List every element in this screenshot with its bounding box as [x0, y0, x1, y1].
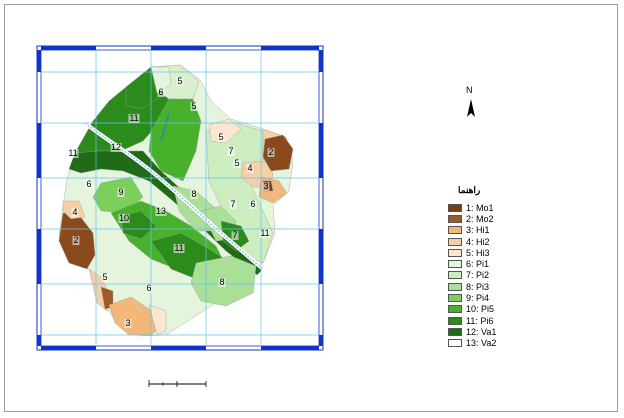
- legend-item: 3: Hi1: [448, 225, 528, 236]
- map-frame: 6 5 5 11 5 7 5 2 11 12 4 3 6 9 8 7 6 4 10 13 11 7 2 11 5 6 8 3 N را…: [4, 4, 618, 412]
- unit-label: 11: [68, 148, 77, 158]
- legend-swatch: [448, 248, 462, 257]
- unit-label: 12: [111, 142, 121, 152]
- unit-label: 6: [158, 87, 163, 97]
- unit-label: 10: [119, 213, 129, 223]
- legend-label: 12: Va1: [466, 326, 497, 337]
- legend-label: 8: Pi3: [466, 281, 490, 292]
- legend-swatch: [448, 282, 462, 291]
- graticule: [41, 50, 319, 346]
- legend-swatch: [448, 260, 462, 269]
- legend-item: 1: Mo1: [448, 202, 528, 213]
- north-letter: N: [466, 85, 473, 95]
- legend-item: 2: Mo2: [448, 213, 528, 224]
- legend-item: 11: Pi6: [448, 315, 528, 326]
- legend-swatch: [448, 327, 462, 336]
- legend-item: 10: Pi5: [448, 304, 528, 315]
- legend-item: 6: Pi1: [448, 258, 528, 269]
- legend-swatch: [448, 214, 462, 223]
- unit-label: 2: [268, 147, 273, 157]
- north-arrow: N: [463, 85, 479, 125]
- river: [83, 112, 265, 271]
- unit-label: 7: [230, 199, 235, 209]
- legend-swatch: [448, 226, 462, 235]
- neatline: [36, 45, 324, 351]
- legend-label: 9: Pi4: [466, 293, 490, 304]
- legend-label: 11: Pi6: [466, 315, 494, 326]
- legend-label: 3: Hi1: [466, 225, 490, 236]
- legend-swatch: [448, 339, 462, 348]
- legend-item: 4: Hi2: [448, 236, 528, 247]
- legend-items: 1: Mo1 2: Mo2 3: Hi1 4: Hi2 5: Hi3 6: Pi1 7: P…: [448, 202, 528, 349]
- unit-label: 3: [263, 181, 268, 191]
- legend-item: 5: Hi3: [448, 247, 528, 258]
- unit-label: 5: [177, 76, 182, 86]
- legend-label: 10: Pi5: [466, 304, 495, 315]
- unit-label: 7: [232, 230, 237, 240]
- legend-item: 7: Pi2: [448, 270, 528, 281]
- north-arrow-icon: [467, 99, 475, 117]
- legend-swatch: [448, 316, 462, 325]
- unit-label: 4: [72, 207, 77, 217]
- unit-label: 8: [219, 277, 224, 287]
- legend-label: 13: Va2: [466, 338, 497, 349]
- landform-polygons: [58, 64, 294, 337]
- legend-item: 13: Va2: [448, 338, 528, 349]
- legend-label: 2: Mo2: [466, 213, 494, 224]
- legend-label: 4: Hi2: [466, 236, 490, 247]
- unit-label: 5: [234, 158, 239, 168]
- unit-label: 11: [174, 243, 183, 253]
- legend-title: راهنما: [458, 185, 481, 195]
- unit-label: 11: [129, 113, 138, 123]
- unit-label: 11: [260, 228, 269, 238]
- legend: راهنما 1: Mo1 2: Mo2 3: Hi1 4: Hi2 5: Hi3 6: …: [448, 185, 528, 349]
- legend-swatch: [448, 305, 462, 314]
- unit-label: 8: [191, 189, 196, 199]
- legend-item: 8: Pi3: [448, 281, 528, 292]
- legend-label: 5: Hi3: [466, 247, 490, 258]
- unit-label: 6: [146, 283, 151, 293]
- unit-label: 4: [247, 163, 252, 173]
- legend-swatch: [448, 237, 462, 246]
- legend-item: 9: Pi4: [448, 292, 528, 303]
- unit-label: 7: [228, 146, 233, 156]
- unit-label: 5: [191, 101, 196, 111]
- legend-label: 6: Pi1: [466, 259, 490, 270]
- unit-label: 5: [102, 272, 107, 282]
- legend-swatch: [448, 203, 462, 212]
- unit-label: 5: [218, 132, 223, 142]
- legend-swatch: [448, 294, 462, 303]
- unit-label: 6: [86, 179, 91, 189]
- unit-label: 13: [156, 206, 166, 216]
- unit-label: 3: [125, 318, 130, 328]
- scale-bar: [148, 380, 207, 387]
- unit-label: 6: [250, 199, 255, 209]
- legend-swatch: [448, 271, 462, 280]
- legend-item: 12: Va1: [448, 326, 528, 337]
- unit-label: 2: [73, 235, 78, 245]
- legend-label: 7: Pi2: [466, 270, 490, 281]
- legend-label: 1: Mo1: [466, 202, 494, 213]
- unit-label: 9: [118, 187, 123, 197]
